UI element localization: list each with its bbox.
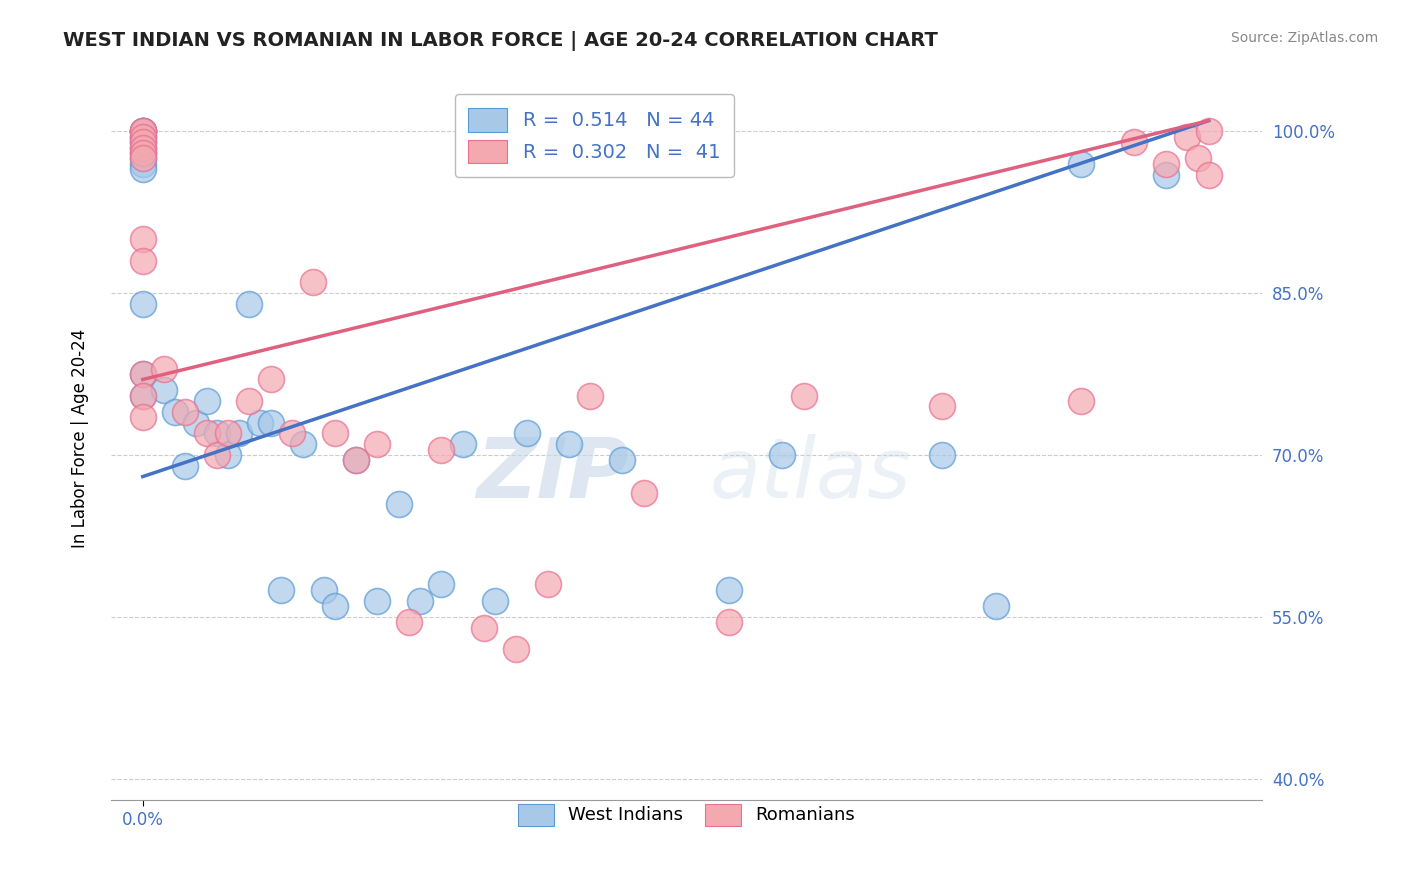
Point	[1177, 129, 1199, 144]
Point	[132, 140, 155, 154]
Point	[537, 577, 560, 591]
Point	[132, 145, 155, 160]
Text: atlas: atlas	[710, 434, 911, 516]
Point	[505, 642, 527, 657]
Point	[1123, 135, 1146, 149]
Point	[132, 162, 155, 177]
Point	[132, 135, 155, 149]
Point	[451, 437, 474, 451]
Point	[260, 372, 283, 386]
Point	[387, 497, 409, 511]
Point	[718, 615, 741, 630]
Point	[132, 152, 155, 166]
Point	[132, 129, 155, 144]
Point	[1187, 152, 1209, 166]
Point	[633, 485, 655, 500]
Point	[132, 140, 155, 154]
Point	[984, 599, 1007, 613]
Point	[770, 448, 793, 462]
Point	[132, 367, 155, 381]
Point	[238, 297, 260, 311]
Point	[1198, 124, 1220, 138]
Point	[270, 582, 292, 597]
Point	[430, 577, 453, 591]
Point	[132, 253, 155, 268]
Point	[132, 124, 155, 138]
Point	[132, 129, 155, 144]
Point	[484, 593, 506, 607]
Point	[281, 426, 304, 441]
Point	[228, 426, 250, 441]
Point	[366, 437, 388, 451]
Point	[132, 232, 155, 246]
Point	[793, 389, 815, 403]
Point	[430, 442, 453, 457]
Point	[132, 124, 155, 138]
Text: ZIP: ZIP	[477, 434, 628, 516]
Point	[344, 453, 367, 467]
Text: WEST INDIAN VS ROMANIAN IN LABOR FORCE | AGE 20-24 CORRELATION CHART: WEST INDIAN VS ROMANIAN IN LABOR FORCE |…	[63, 31, 938, 51]
Point	[217, 426, 239, 441]
Legend: West Indians, Romanians: West Indians, Romanians	[509, 795, 865, 835]
Point	[195, 394, 218, 409]
Point	[291, 437, 314, 451]
Point	[1070, 157, 1092, 171]
Point	[163, 405, 186, 419]
Point	[132, 145, 155, 160]
Point	[132, 124, 155, 138]
Text: Source: ZipAtlas.com: Source: ZipAtlas.com	[1230, 31, 1378, 45]
Point	[195, 426, 218, 441]
Point	[174, 405, 197, 419]
Point	[184, 416, 207, 430]
Point	[323, 599, 346, 613]
Point	[132, 124, 155, 138]
Point	[302, 276, 325, 290]
Point	[1070, 394, 1092, 409]
Point	[238, 394, 260, 409]
Point	[132, 367, 155, 381]
Point	[260, 416, 283, 430]
Point	[409, 593, 432, 607]
Point	[1198, 168, 1220, 182]
Point	[153, 384, 176, 398]
Point	[249, 416, 271, 430]
Point	[132, 135, 155, 149]
Point	[931, 400, 953, 414]
Point	[323, 426, 346, 441]
Point	[398, 615, 420, 630]
Point	[612, 453, 634, 467]
Point	[153, 361, 176, 376]
Point	[132, 410, 155, 425]
Point	[132, 152, 155, 166]
Point	[931, 448, 953, 462]
Point	[132, 124, 155, 138]
Point	[1154, 168, 1177, 182]
Point	[366, 593, 388, 607]
Point	[132, 157, 155, 171]
Point	[132, 389, 155, 403]
Point	[515, 426, 537, 441]
Point	[132, 389, 155, 403]
Point	[472, 621, 495, 635]
Y-axis label: In Labor Force | Age 20-24: In Labor Force | Age 20-24	[72, 329, 89, 549]
Point	[579, 389, 602, 403]
Point	[132, 297, 155, 311]
Point	[718, 582, 741, 597]
Point	[558, 437, 581, 451]
Point	[207, 448, 229, 462]
Point	[344, 453, 367, 467]
Point	[1154, 157, 1177, 171]
Point	[174, 458, 197, 473]
Point	[207, 426, 229, 441]
Point	[217, 448, 239, 462]
Point	[312, 582, 335, 597]
